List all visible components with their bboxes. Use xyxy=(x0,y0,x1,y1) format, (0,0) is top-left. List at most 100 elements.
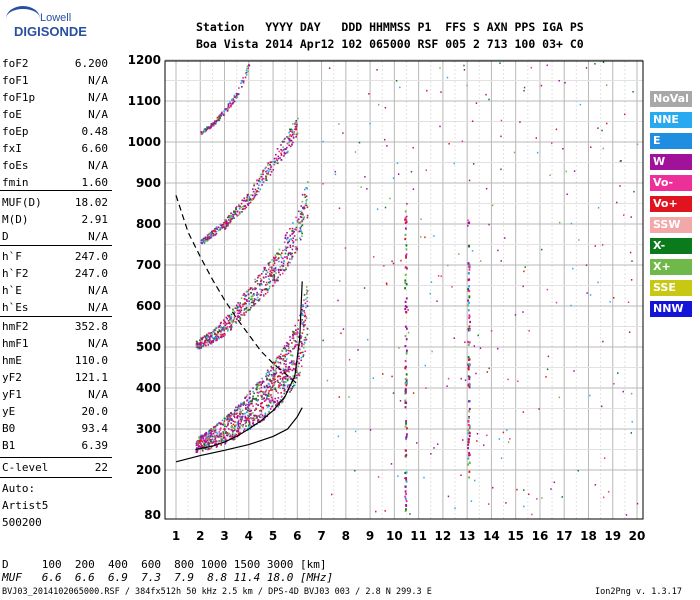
noise-point xyxy=(412,188,415,190)
echo-point xyxy=(294,128,296,131)
echo-point xyxy=(216,116,219,119)
echo-point xyxy=(241,314,243,316)
param-name: h`E xyxy=(2,284,22,297)
echo-point xyxy=(274,372,276,375)
echo-point xyxy=(291,134,294,136)
noise-point xyxy=(377,476,380,478)
echo-point xyxy=(212,428,215,430)
echo-point xyxy=(225,220,228,223)
echo-point xyxy=(273,376,276,379)
echo-point xyxy=(265,166,267,169)
noise-point xyxy=(530,66,533,69)
echo-point xyxy=(201,338,203,341)
echo-point xyxy=(280,144,282,146)
noise-point xyxy=(372,377,375,380)
echo-point xyxy=(200,133,203,135)
echo-point xyxy=(205,339,208,341)
echo-point xyxy=(232,101,234,104)
echo-point xyxy=(283,369,286,371)
echo-point xyxy=(295,340,297,343)
echo-point xyxy=(276,252,278,255)
echo-point xyxy=(269,164,272,166)
echo-point xyxy=(251,412,254,414)
echo-point xyxy=(265,281,268,284)
echo-point xyxy=(283,371,286,373)
echo-point xyxy=(268,281,270,284)
echo-point xyxy=(250,306,252,309)
echo-point xyxy=(263,266,266,269)
echo-point xyxy=(285,363,287,366)
echo-point xyxy=(296,219,299,222)
echo-point xyxy=(203,445,206,448)
echo-point xyxy=(198,342,201,345)
echo-point xyxy=(303,315,306,318)
echo-point xyxy=(235,409,238,412)
echo-point xyxy=(270,396,273,399)
echo-point xyxy=(249,402,252,405)
echo-point xyxy=(255,298,257,301)
echo-point xyxy=(198,436,200,438)
echo-point xyxy=(201,445,204,447)
echo-point xyxy=(211,124,214,127)
echo-point xyxy=(276,379,279,382)
echo-point xyxy=(236,315,239,318)
echo-point xyxy=(227,108,229,111)
echo-point xyxy=(208,237,211,239)
echo-point xyxy=(257,293,260,295)
echo-point xyxy=(214,426,217,429)
echo-point xyxy=(231,99,233,101)
param-separator xyxy=(0,477,112,478)
echo-point xyxy=(302,328,305,331)
echo-point xyxy=(245,294,248,297)
echo-point xyxy=(283,381,285,383)
echo-point xyxy=(216,333,219,335)
echo-point xyxy=(282,265,285,267)
echo-point xyxy=(275,157,278,160)
noise-point xyxy=(404,449,407,452)
echo-point xyxy=(226,433,229,436)
x-tick-label: 8 xyxy=(342,529,350,543)
echo-point xyxy=(272,269,275,272)
noise-point xyxy=(404,281,407,285)
echo-point xyxy=(234,96,237,98)
noise-point xyxy=(497,347,499,350)
echo-point xyxy=(289,227,291,230)
noise-point xyxy=(322,140,324,143)
echo-point xyxy=(223,111,226,113)
echo-point xyxy=(279,273,282,276)
noise-point xyxy=(405,503,407,507)
echo-point xyxy=(261,173,263,175)
echo-point xyxy=(304,350,306,353)
noise-point xyxy=(405,471,408,474)
echo-point xyxy=(254,414,257,417)
echo-point xyxy=(233,317,236,320)
echo-point xyxy=(269,273,271,275)
echo-point xyxy=(259,180,262,183)
echo-point xyxy=(224,324,227,327)
echo-point xyxy=(210,235,212,238)
echo-point xyxy=(225,225,228,228)
noise-point xyxy=(469,425,471,428)
echo-point xyxy=(285,390,288,393)
noise-point xyxy=(625,514,628,516)
echo-point xyxy=(268,390,270,392)
echo-point xyxy=(268,399,271,402)
footer-version: Ion2Png v. 1.3.17 xyxy=(595,587,682,597)
noise-point xyxy=(334,170,336,173)
echo-point xyxy=(207,442,209,444)
echo-point xyxy=(284,252,287,255)
legend-item: Vo+ xyxy=(650,196,692,212)
echo-point xyxy=(277,268,280,271)
echo-point xyxy=(252,419,254,422)
noise-point xyxy=(466,84,468,87)
echo-point xyxy=(214,120,217,123)
noise-point xyxy=(368,93,370,95)
echo-point xyxy=(249,428,252,430)
echo-point xyxy=(222,113,224,115)
noise-point xyxy=(454,507,456,510)
noise-point xyxy=(572,267,574,270)
echo-point xyxy=(236,312,239,315)
echo-point xyxy=(283,387,285,390)
echo-point xyxy=(213,329,215,332)
noise-point xyxy=(463,64,465,67)
